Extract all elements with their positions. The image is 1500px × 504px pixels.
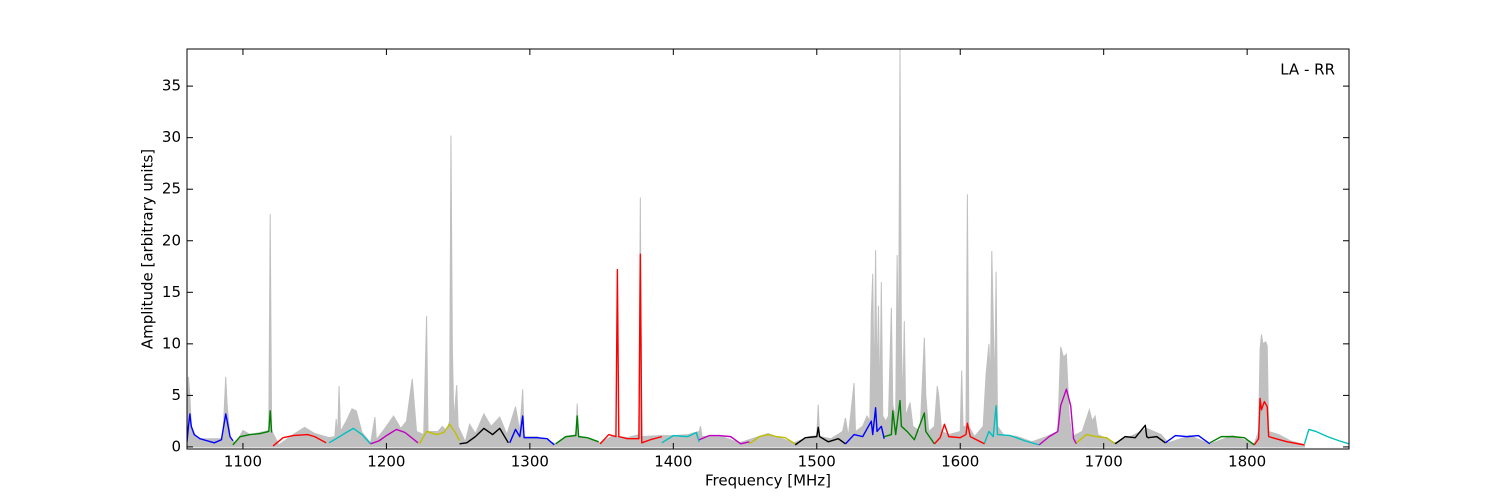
line (748, 433, 796, 445)
line (698, 434, 750, 445)
axes-frame (186, 48, 1350, 450)
line (661, 431, 700, 444)
y-axis-label: Amplitude [arbitrary units] (139, 149, 157, 349)
line (599, 253, 663, 445)
x-axis-label: Frequency [MHz] (705, 472, 831, 490)
line (272, 433, 327, 447)
y-tick-label: 35 (162, 77, 181, 95)
line (509, 415, 555, 446)
x-tick-label: 1300 (511, 453, 549, 471)
line (1114, 424, 1166, 445)
line (1038, 388, 1078, 446)
line (933, 422, 985, 445)
line (1303, 428, 1349, 445)
line (418, 423, 461, 445)
annotation: LA - RR (1280, 61, 1335, 79)
y-tick-label: 10 (162, 334, 181, 352)
y-tick-label: 5 (171, 386, 181, 404)
line (794, 426, 846, 446)
line (328, 427, 372, 445)
line (1075, 433, 1116, 445)
x-tick-label: 1200 (367, 453, 405, 471)
line (1164, 434, 1211, 445)
y-tick-label: 0 (171, 437, 181, 455)
line (370, 428, 419, 445)
y-tick-label: 30 (162, 128, 181, 146)
line (1253, 397, 1305, 446)
line (844, 407, 885, 445)
line (983, 405, 1040, 446)
y-tick-label: 15 (162, 283, 181, 301)
line (232, 410, 273, 446)
y-tick-label: 20 (162, 231, 181, 249)
x-tick-label: 1700 (1085, 453, 1123, 471)
x-tick-label: 1500 (798, 453, 836, 471)
area (187, 49, 1306, 448)
x-tick-label: 1400 (654, 453, 692, 471)
line (884, 399, 935, 445)
y-tick-label: 25 (162, 180, 181, 198)
plot-area (187, 49, 1349, 448)
line (459, 427, 509, 445)
line (187, 413, 234, 444)
x-tick-label: 1100 (224, 453, 262, 471)
x-tick-label: 1800 (1228, 453, 1266, 471)
line (1209, 435, 1255, 446)
line (555, 415, 599, 445)
x-tick-label: 1600 (941, 453, 979, 471)
